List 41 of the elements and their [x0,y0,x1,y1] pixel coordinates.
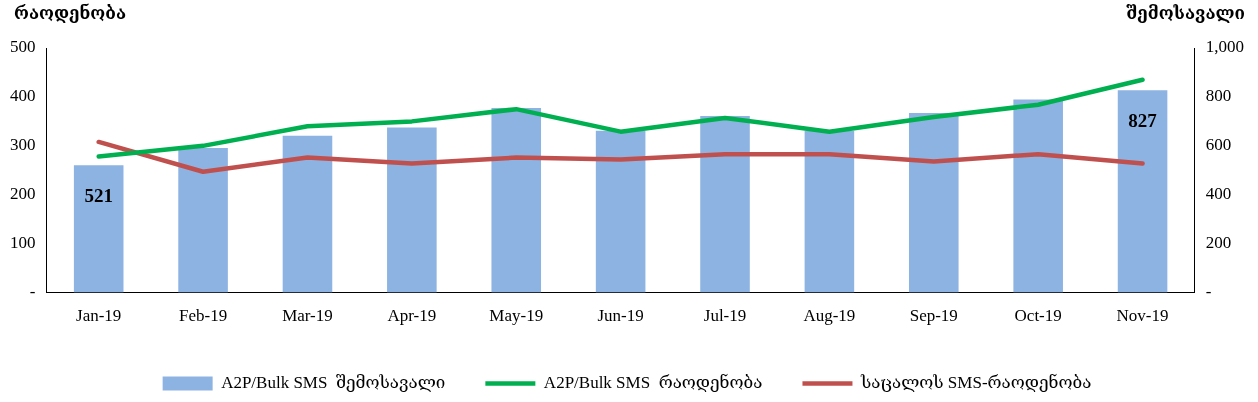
y-tick-label: 500 [10,37,36,57]
bar [1013,99,1063,293]
bar [908,113,959,293]
bar [282,135,333,293]
y-tick-label: 300 [10,135,36,155]
x-tick-label: Oct-19 [1014,306,1062,326]
x-tick-label: Mar-19 [282,306,333,326]
data-label: 827 [1128,109,1158,131]
x-tick-label: Feb-19 [178,306,228,326]
y2-tick-label: 600 [1205,135,1232,155]
y2-tick-label: 200 [1205,233,1232,253]
legend-label: A2P/Bulk SMS შემოსავალი [221,372,446,392]
bar [595,130,646,293]
x-tick-label: Aug-19 [803,306,856,326]
bar [178,148,228,293]
x-tick-label: Apr-19 [387,306,437,326]
x-tick-label: Jul-19 [703,306,747,326]
x-tick-label: Nov-19 [1116,306,1169,326]
legend-label: საცალოს SMS-რაოდენობა [859,372,1092,392]
y2-axis-title: შემოსავალი [1126,3,1245,23]
y-tick-label: 400 [10,86,36,106]
y-tick-label: - [29,282,36,302]
x-tick-label: Jan-19 [76,306,122,326]
bar [700,116,750,293]
y-axis-title: რაოდენობა [14,2,127,23]
bar [73,165,124,293]
bar [491,107,542,293]
y2-tick-label: - [1205,282,1212,302]
bar [1117,90,1168,293]
y2-tick-label: 1,000 [1205,37,1244,57]
y2-tick-label: 400 [1205,184,1232,204]
y-tick-label: 100 [10,233,36,253]
y-tick-label: 200 [10,184,36,204]
bar [804,130,855,293]
x-tick-label: Sep-19 [909,306,958,326]
x-tick-label: May-19 [489,306,544,326]
data-label: 521 [84,184,113,206]
x-tick-label: Jun-19 [597,306,644,326]
y2-tick-label: 800 [1205,86,1232,106]
bar [387,127,437,293]
legend-label: A2P/Bulk SMS რაოდენობა [543,372,763,392]
